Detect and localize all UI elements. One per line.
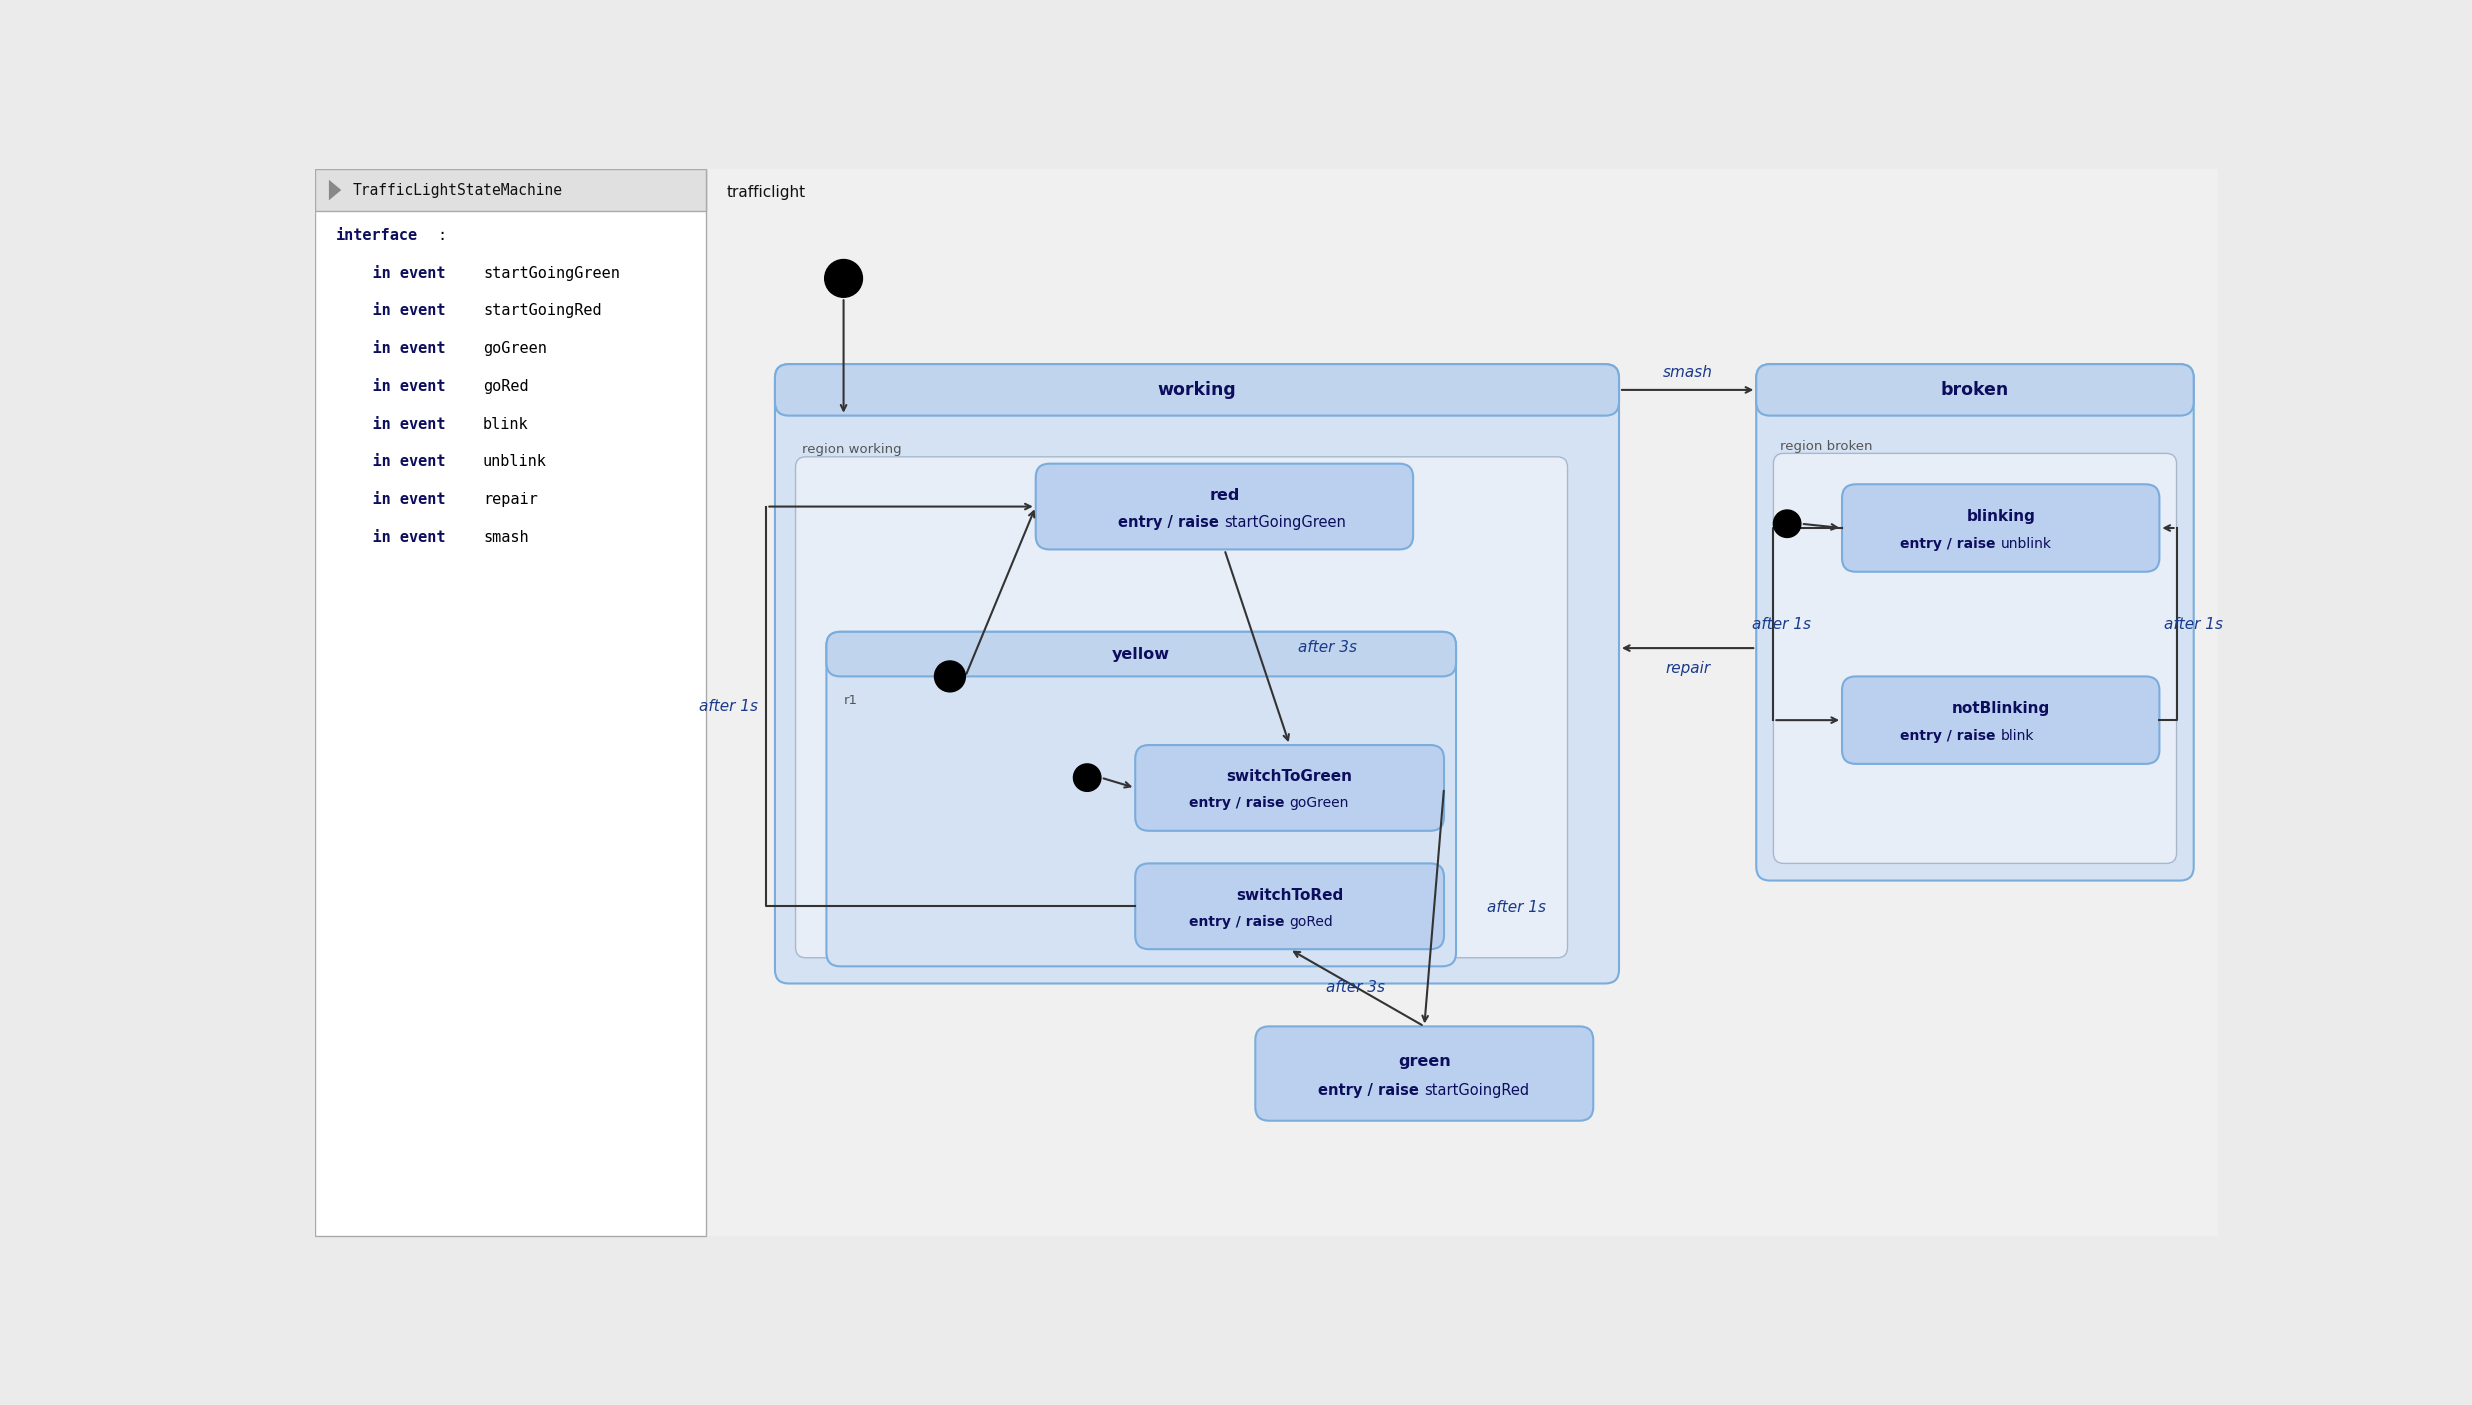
Text: goGreen: goGreen [482,341,546,357]
Text: startGoingRed: startGoingRed [482,303,601,319]
Text: blink: blink [2000,729,2034,743]
Text: after 1s: after 1s [1486,899,1545,915]
Text: in event: in event [336,492,455,507]
FancyBboxPatch shape [1135,864,1444,950]
Text: smash: smash [482,530,529,545]
Text: goGreen: goGreen [1290,797,1350,811]
Text: smash: smash [1664,365,1713,381]
Text: after 3s: after 3s [1298,639,1357,655]
Text: in event: in event [336,341,455,357]
Text: yellow: yellow [1112,646,1169,662]
Circle shape [1073,764,1100,791]
Text: green: green [1397,1054,1451,1069]
Text: entry / raise: entry / raise [1901,729,2000,743]
Bar [707,169,2217,1235]
FancyBboxPatch shape [1772,454,2175,864]
Text: broken: broken [1941,381,2010,399]
Text: region working: region working [803,444,902,457]
Text: in event: in event [336,530,455,545]
Text: goRed: goRed [482,379,529,393]
Text: repair: repair [1666,662,1711,676]
Text: after 1s: after 1s [700,698,759,714]
FancyBboxPatch shape [1755,364,2193,416]
Text: after 1s: after 1s [1753,617,1812,632]
Polygon shape [329,180,341,201]
Text: switchToRed: switchToRed [1236,888,1342,902]
Text: after 3s: after 3s [1325,981,1384,995]
Bar [316,169,707,1235]
Text: interface: interface [336,228,418,243]
Text: working: working [1157,381,1236,399]
Text: blink: blink [482,417,529,431]
Text: unblink: unblink [482,454,546,469]
FancyBboxPatch shape [1036,464,1414,549]
Text: r1: r1 [843,694,858,707]
Text: startGoingGreen: startGoingGreen [482,266,620,281]
Text: TrafficLightStateMachine: TrafficLightStateMachine [353,183,564,198]
Circle shape [934,660,967,691]
Text: entry / raise: entry / raise [1117,514,1224,530]
Text: in event: in event [336,303,455,319]
Text: trafficlight: trafficlight [727,185,806,200]
FancyBboxPatch shape [826,632,1456,967]
Text: switchToGreen: switchToGreen [1226,770,1352,784]
Text: entry / raise: entry / raise [1318,1083,1424,1099]
FancyBboxPatch shape [1256,1027,1594,1121]
Text: repair: repair [482,492,539,507]
Bar [316,169,707,212]
FancyBboxPatch shape [774,364,1619,416]
FancyBboxPatch shape [1842,676,2161,764]
Text: entry / raise: entry / raise [1901,537,2000,551]
FancyBboxPatch shape [1842,485,2161,572]
Text: unblink: unblink [2000,537,2052,551]
Text: notBlinking: notBlinking [1950,701,2049,717]
FancyBboxPatch shape [796,457,1567,958]
FancyBboxPatch shape [774,364,1619,984]
Text: red: red [1209,488,1238,503]
Text: entry / raise: entry / raise [1189,915,1290,929]
Text: startGoingGreen: startGoingGreen [1224,514,1347,530]
Circle shape [826,260,863,298]
Circle shape [1772,510,1802,538]
Text: goRed: goRed [1290,915,1332,929]
Text: in event: in event [336,454,455,469]
Text: in event: in event [336,417,455,431]
FancyBboxPatch shape [826,632,1456,676]
Text: entry / raise: entry / raise [1189,797,1290,811]
Text: in event: in event [336,379,455,393]
Text: :: : [438,228,447,243]
Text: blinking: blinking [1965,509,2034,524]
Text: after 1s: after 1s [2163,617,2222,632]
Text: in event: in event [336,266,455,281]
FancyBboxPatch shape [1755,364,2193,881]
FancyBboxPatch shape [1135,745,1444,830]
Text: region broken: region broken [1780,440,1874,452]
Text: startGoingRed: startGoingRed [1424,1083,1530,1099]
